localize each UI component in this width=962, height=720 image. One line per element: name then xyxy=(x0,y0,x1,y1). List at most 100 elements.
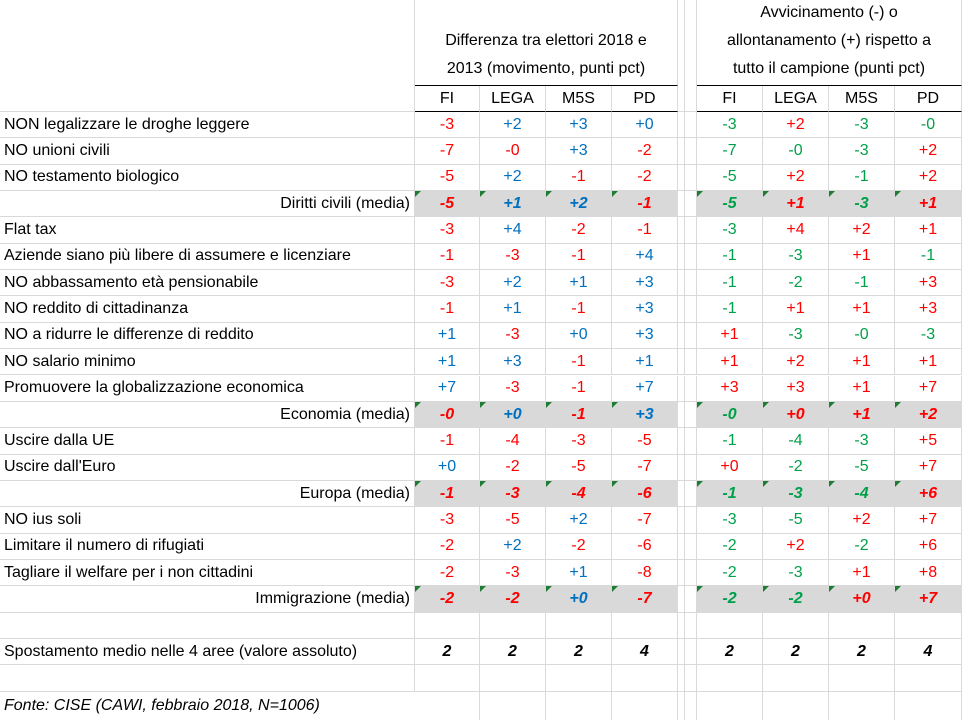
group1-value-m5s[interactable]: -1 xyxy=(546,401,612,429)
group1-value-pd[interactable]: 4 xyxy=(612,639,678,666)
group1-value-m5s[interactable]: -4 xyxy=(546,480,612,508)
group1-value-lega[interactable]: +2 xyxy=(480,112,546,139)
group2-value-m5s[interactable]: +2 xyxy=(829,217,895,244)
group1-value-m5s[interactable]: +1 xyxy=(546,270,612,297)
group2-value-pd[interactable]: -0 xyxy=(895,112,962,139)
group2-value-fi[interactable]: +1 xyxy=(697,322,763,350)
group2-value-pd[interactable]: +7 xyxy=(895,375,962,402)
group1-value-pd[interactable]: +3 xyxy=(612,401,678,429)
group1-value-lega[interactable]: -3 xyxy=(480,559,546,587)
group1-value-pd[interactable]: -2 xyxy=(612,138,678,165)
group1-value-fi[interactable]: -1 xyxy=(415,296,480,323)
group2-value-pd[interactable]: +7 xyxy=(895,454,962,481)
group1-value-m5s[interactable]: -1 xyxy=(546,296,612,323)
row-label[interactable]: Promuovere la globalizzazione economica xyxy=(0,375,415,402)
group1-value-pd[interactable]: +3 xyxy=(612,270,678,297)
group2-value-lega[interactable]: -0 xyxy=(763,138,829,165)
group1-value-pd[interactable]: +4 xyxy=(612,243,678,271)
group1-value-m5s[interactable]: -2 xyxy=(546,533,612,560)
group1-value-pd[interactable]: -7 xyxy=(612,507,678,534)
group2-value-lega[interactable]: -2 xyxy=(763,586,829,613)
group2-value-pd[interactable]: +2 xyxy=(895,401,962,429)
group2-value-fi[interactable] xyxy=(697,665,763,692)
group1-value-lega[interactable]: +3 xyxy=(480,349,546,376)
group1-value-fi[interactable]: -2 xyxy=(415,586,480,613)
group2-value-pd[interactable]: +1 xyxy=(895,191,962,218)
group2-value-fi[interactable]: -5 xyxy=(697,164,763,192)
group2-value-fi[interactable]: -1 xyxy=(697,480,763,508)
group2-value-m5s[interactable]: +1 xyxy=(829,349,895,376)
group1-value-pd[interactable]: +0 xyxy=(612,112,678,139)
group2-party-header-m5s[interactable]: M5S xyxy=(829,86,895,112)
group2-value-m5s[interactable]: +2 xyxy=(829,507,895,534)
group2-value-m5s[interactable]: +1 xyxy=(829,243,895,271)
group1-value-fi[interactable]: -5 xyxy=(415,191,480,218)
group2-value-lega[interactable]: +2 xyxy=(763,349,829,376)
group1-value-m5s[interactable]: -3 xyxy=(546,428,612,455)
group1-value-m5s[interactable]: -1 xyxy=(546,375,612,402)
group1-value-fi[interactable]: -3 xyxy=(415,217,480,244)
group2-value-pd[interactable]: +1 xyxy=(895,349,962,376)
group2-value-lega[interactable]: -4 xyxy=(763,428,829,455)
group2-value-m5s[interactable]: -5 xyxy=(829,454,895,481)
group1-value-m5s[interactable]: +2 xyxy=(546,507,612,534)
group1-value-m5s[interactable]: -2 xyxy=(546,217,612,244)
group2-value-fi[interactable]: +0 xyxy=(697,454,763,481)
group2-value-pd[interactable]: -3 xyxy=(895,322,962,350)
group2-value-pd[interactable] xyxy=(895,612,962,639)
group2-value-fi[interactable]: -3 xyxy=(697,217,763,244)
group2-value-pd[interactable]: +7 xyxy=(895,586,962,613)
group2-party-header-lega[interactable]: LEGA xyxy=(763,86,829,112)
group2-value-fi[interactable]: 2 xyxy=(697,639,763,666)
group2-value-lega[interactable]: +2 xyxy=(763,164,829,192)
group1-value-m5s[interactable]: +1 xyxy=(546,559,612,587)
group2-value-m5s[interactable]: +1 xyxy=(829,559,895,587)
group2-value-fi[interactable] xyxy=(697,612,763,639)
row-label[interactable]: Spostamento medio nelle 4 aree (valore a… xyxy=(0,639,415,666)
row-label[interactable]: Uscire dall'Euro xyxy=(0,454,415,481)
row-label[interactable] xyxy=(0,612,415,639)
group1-value-lega[interactable]: -5 xyxy=(480,507,546,534)
group1-value-fi[interactable]: +0 xyxy=(415,454,480,481)
group1-value-pd[interactable]: -8 xyxy=(612,559,678,587)
row-label[interactable]: NO unioni civili xyxy=(0,138,415,165)
group2-value-lega[interactable]: +1 xyxy=(763,296,829,323)
group2-value-lega[interactable]: -2 xyxy=(763,270,829,297)
group1-value-m5s[interactable]: -1 xyxy=(546,164,612,192)
row-label[interactable]: NO abbassamento età pensionabile xyxy=(0,270,415,297)
group1-value-fi[interactable] xyxy=(415,612,480,639)
group2-value-fi[interactable]: -2 xyxy=(697,533,763,560)
group1-value-lega[interactable]: -3 xyxy=(480,375,546,402)
group1-value-lega[interactable]: -0 xyxy=(480,138,546,165)
group2-value-pd[interactable]: +8 xyxy=(895,559,962,587)
group1-value-pd[interactable]: -6 xyxy=(612,533,678,560)
group2-value-m5s[interactable]: +0 xyxy=(829,586,895,613)
group2-value-m5s[interactable]: -3 xyxy=(829,112,895,139)
group2-value-m5s[interactable]: -4 xyxy=(829,480,895,508)
group1-value-m5s[interactable]: +0 xyxy=(546,322,612,350)
source-note[interactable]: Fonte: CISE (CAWI, febbraio 2018, N=1006… xyxy=(4,696,320,714)
row-label[interactable]: Limitare il numero di rifugiati xyxy=(0,533,415,560)
group1-value-fi[interactable]: -1 xyxy=(415,243,480,271)
group2-value-fi[interactable]: +3 xyxy=(697,375,763,402)
group1-value-lega[interactable]: +1 xyxy=(480,296,546,323)
group1-value-lega[interactable] xyxy=(480,612,546,639)
group2-value-pd[interactable]: +6 xyxy=(895,533,962,560)
group2-value-m5s[interactable]: -3 xyxy=(829,138,895,165)
group1-value-pd[interactable]: -1 xyxy=(612,191,678,218)
group1-value-fi[interactable]: +7 xyxy=(415,375,480,402)
group1-party-header-pd[interactable]: PD xyxy=(612,86,678,112)
group1-value-lega[interactable]: -3 xyxy=(480,243,546,271)
group2-value-pd[interactable]: -1 xyxy=(895,243,962,271)
header-label-cell[interactable] xyxy=(0,0,415,112)
group2-value-lega[interactable]: 2 xyxy=(763,639,829,666)
group2-value-m5s[interactable]: +1 xyxy=(829,375,895,402)
group2-value-m5s[interactable]: -3 xyxy=(829,191,895,218)
row-label[interactable]: Flat tax xyxy=(0,217,415,244)
group2-value-m5s[interactable]: -0 xyxy=(829,322,895,350)
group2-value-pd[interactable]: +6 xyxy=(895,480,962,508)
group2-value-fi[interactable]: -3 xyxy=(697,507,763,534)
group2-value-m5s[interactable]: +1 xyxy=(829,296,895,323)
group1-value-pd[interactable]: -2 xyxy=(612,164,678,192)
group2-value-lega[interactable]: +1 xyxy=(763,191,829,218)
